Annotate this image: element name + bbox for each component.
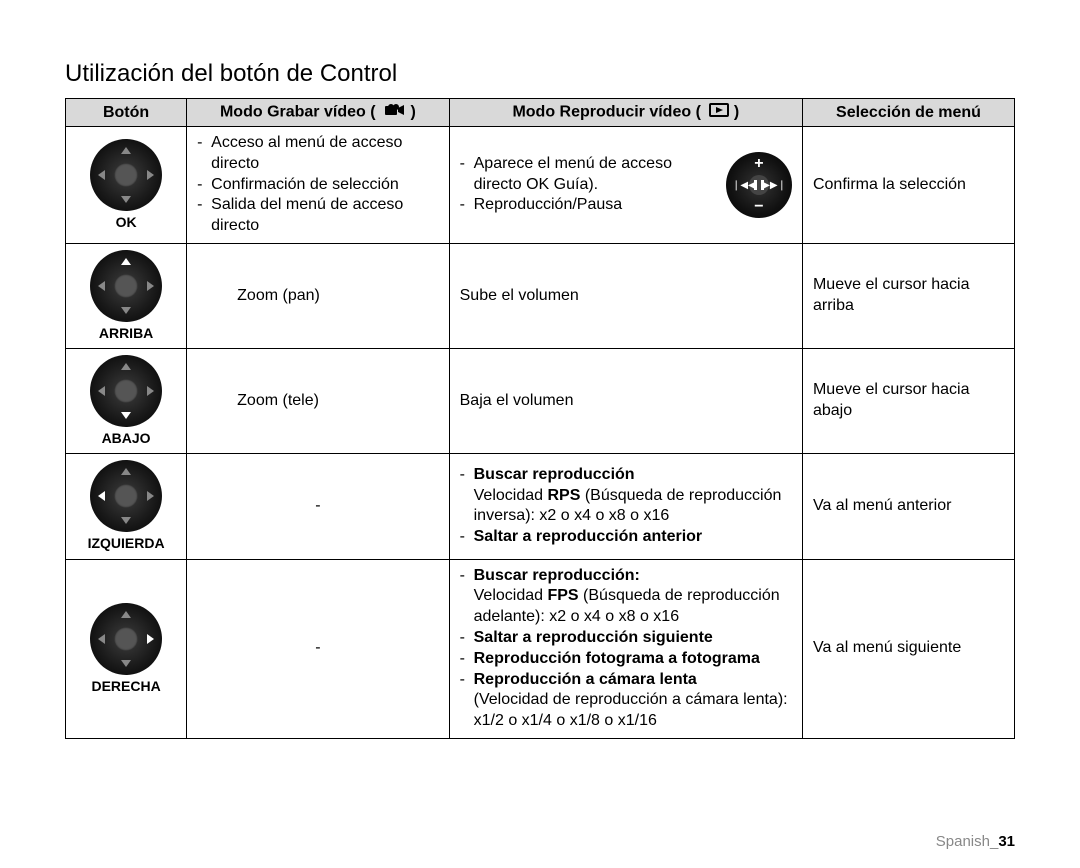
btn-label-abajo: ABAJO xyxy=(70,429,182,447)
der-play-1: Buscar reproducción: Velocidad FPS (Búsq… xyxy=(474,566,792,628)
row-izquierda: IZQUIERDA - Buscar reproducción Velocida… xyxy=(66,454,1015,559)
abajo-play: Baja el volumen xyxy=(449,349,802,454)
der-l5: (Velocidad de reproducción a cámara lent… xyxy=(474,691,788,708)
ok-play-0: Aparece el menú de acceso directo OK Guí… xyxy=(474,154,714,196)
izq-play-2: Saltar a reproducción anterior xyxy=(474,527,792,548)
izq-speed-sequence: x2 o x4 o x8 o x16 xyxy=(539,507,669,524)
ok-rec-0: Acceso al menú de acceso directo xyxy=(211,133,438,175)
footer-lang: Spanish xyxy=(936,833,990,850)
arriba-record: Zoom (pan) xyxy=(187,243,449,348)
ok-play-1: Reproducción/Pausa xyxy=(474,195,714,216)
row-abajo: ABAJO Zoom (tele) Baja el volumen Mueve … xyxy=(66,349,1015,454)
page-footer: Spanish_31 xyxy=(936,833,1015,850)
col-grabar-suffix: ) xyxy=(410,104,415,121)
control-disc-left-icon xyxy=(90,460,162,532)
col-reproducir: Modo Reproducir vídeo ( ) xyxy=(449,99,802,127)
izq-record: - xyxy=(187,454,449,559)
btn-label-ok: OK xyxy=(70,213,182,231)
der-menu: Va al menú siguiente xyxy=(802,559,1014,738)
der-play-cell: Buscar reproducción: Velocidad FPS (Búsq… xyxy=(449,559,802,738)
camcorder-icon xyxy=(384,103,406,122)
abajo-menu: Mueve el cursor hacia abajo xyxy=(802,349,1014,454)
ok-menu-cell: Confirma la selección xyxy=(802,127,1014,244)
der-play-4: Reproducción a cámara lenta (Velocidad d… xyxy=(474,670,792,732)
der-speed-sequence: x2 o x4 o x8 o x16 xyxy=(549,608,679,625)
der-play-3: Reproducción fotograma a fotograma xyxy=(474,649,792,670)
col-reproducir-prefix: Modo Reproducir vídeo ( xyxy=(512,104,700,121)
der-slow-sequence: x1/2 o x1/4 o x1/8 o x1/16 xyxy=(474,712,657,729)
control-button-table: Botón Modo Grabar vídeo ( ) Modo Reprodu… xyxy=(65,98,1015,739)
der-bold-2: Saltar a reproducción siguiente xyxy=(474,629,713,646)
col-boton: Botón xyxy=(66,99,187,127)
row-ok: OK Acceso al menú de acceso directo Conf… xyxy=(66,127,1015,244)
der-l2b: FPS xyxy=(547,587,578,604)
izq-play-1: Buscar reproducción Velocidad RPS (Búsqu… xyxy=(474,465,792,527)
izq-play-cell: Buscar reproducción Velocidad RPS (Búsqu… xyxy=(449,454,802,559)
der-l2a: Velocidad xyxy=(474,587,548,604)
izq-menu: Va al menú anterior xyxy=(802,454,1014,559)
control-disc-right-icon xyxy=(90,603,162,675)
playback-control-disc-icon: +− ❘◀◀▶▶❘ xyxy=(726,152,792,218)
control-disc-up-icon xyxy=(90,250,162,322)
izq-l2b: RPS xyxy=(547,487,580,504)
izq-bold-1: Buscar reproducción xyxy=(474,466,635,483)
col-reproducir-suffix: ) xyxy=(734,104,739,121)
izq-l2a: Velocidad xyxy=(474,487,548,504)
control-disc-ok-icon xyxy=(90,139,162,211)
col-menu: Selección de menú xyxy=(802,99,1014,127)
manual-page: Utilización del botón de Control Botón M… xyxy=(0,0,1080,868)
control-disc-down-icon xyxy=(90,355,162,427)
col-grabar-prefix: Modo Grabar vídeo ( xyxy=(220,104,376,121)
der-bold-3: Reproducción fotograma a fotograma xyxy=(474,650,760,667)
row-arriba: ARRIBA Zoom (pan) Sube el volumen Mueve … xyxy=(66,243,1015,348)
der-play-2: Saltar a reproducción siguiente xyxy=(474,628,792,649)
col-grabar: Modo Grabar vídeo ( ) xyxy=(187,99,449,127)
arriba-menu: Mueve el cursor hacia arriba xyxy=(802,243,1014,348)
row-derecha: DERECHA - Buscar reproducción: Velocidad… xyxy=(66,559,1015,738)
arriba-play: Sube el volumen xyxy=(449,243,802,348)
abajo-record: Zoom (tele) xyxy=(187,349,449,454)
btn-label-arriba: ARRIBA xyxy=(70,324,182,342)
der-record: - xyxy=(187,559,449,738)
playback-icon xyxy=(709,103,729,122)
der-bold-4: Reproducción a cámara lenta xyxy=(474,671,697,688)
ok-rec-2: Salida del menú de acceso directo xyxy=(211,195,438,237)
izq-bold-2: Saltar a reproducción anterior xyxy=(474,528,703,545)
section-title: Utilización del botón de Control xyxy=(65,60,1015,88)
ok-record-cell: Acceso al menú de acceso directo Confirm… xyxy=(187,127,449,244)
footer-page-number: 31 xyxy=(998,833,1015,850)
der-bold-1: Buscar reproducción: xyxy=(474,567,640,584)
btn-label-derecha: DERECHA xyxy=(70,677,182,695)
btn-label-izquierda: IZQUIERDA xyxy=(70,534,182,552)
ok-rec-1: Confirmación de selección xyxy=(211,175,438,196)
ok-play-cell: Aparece el menú de acceso directo OK Guí… xyxy=(449,127,802,244)
